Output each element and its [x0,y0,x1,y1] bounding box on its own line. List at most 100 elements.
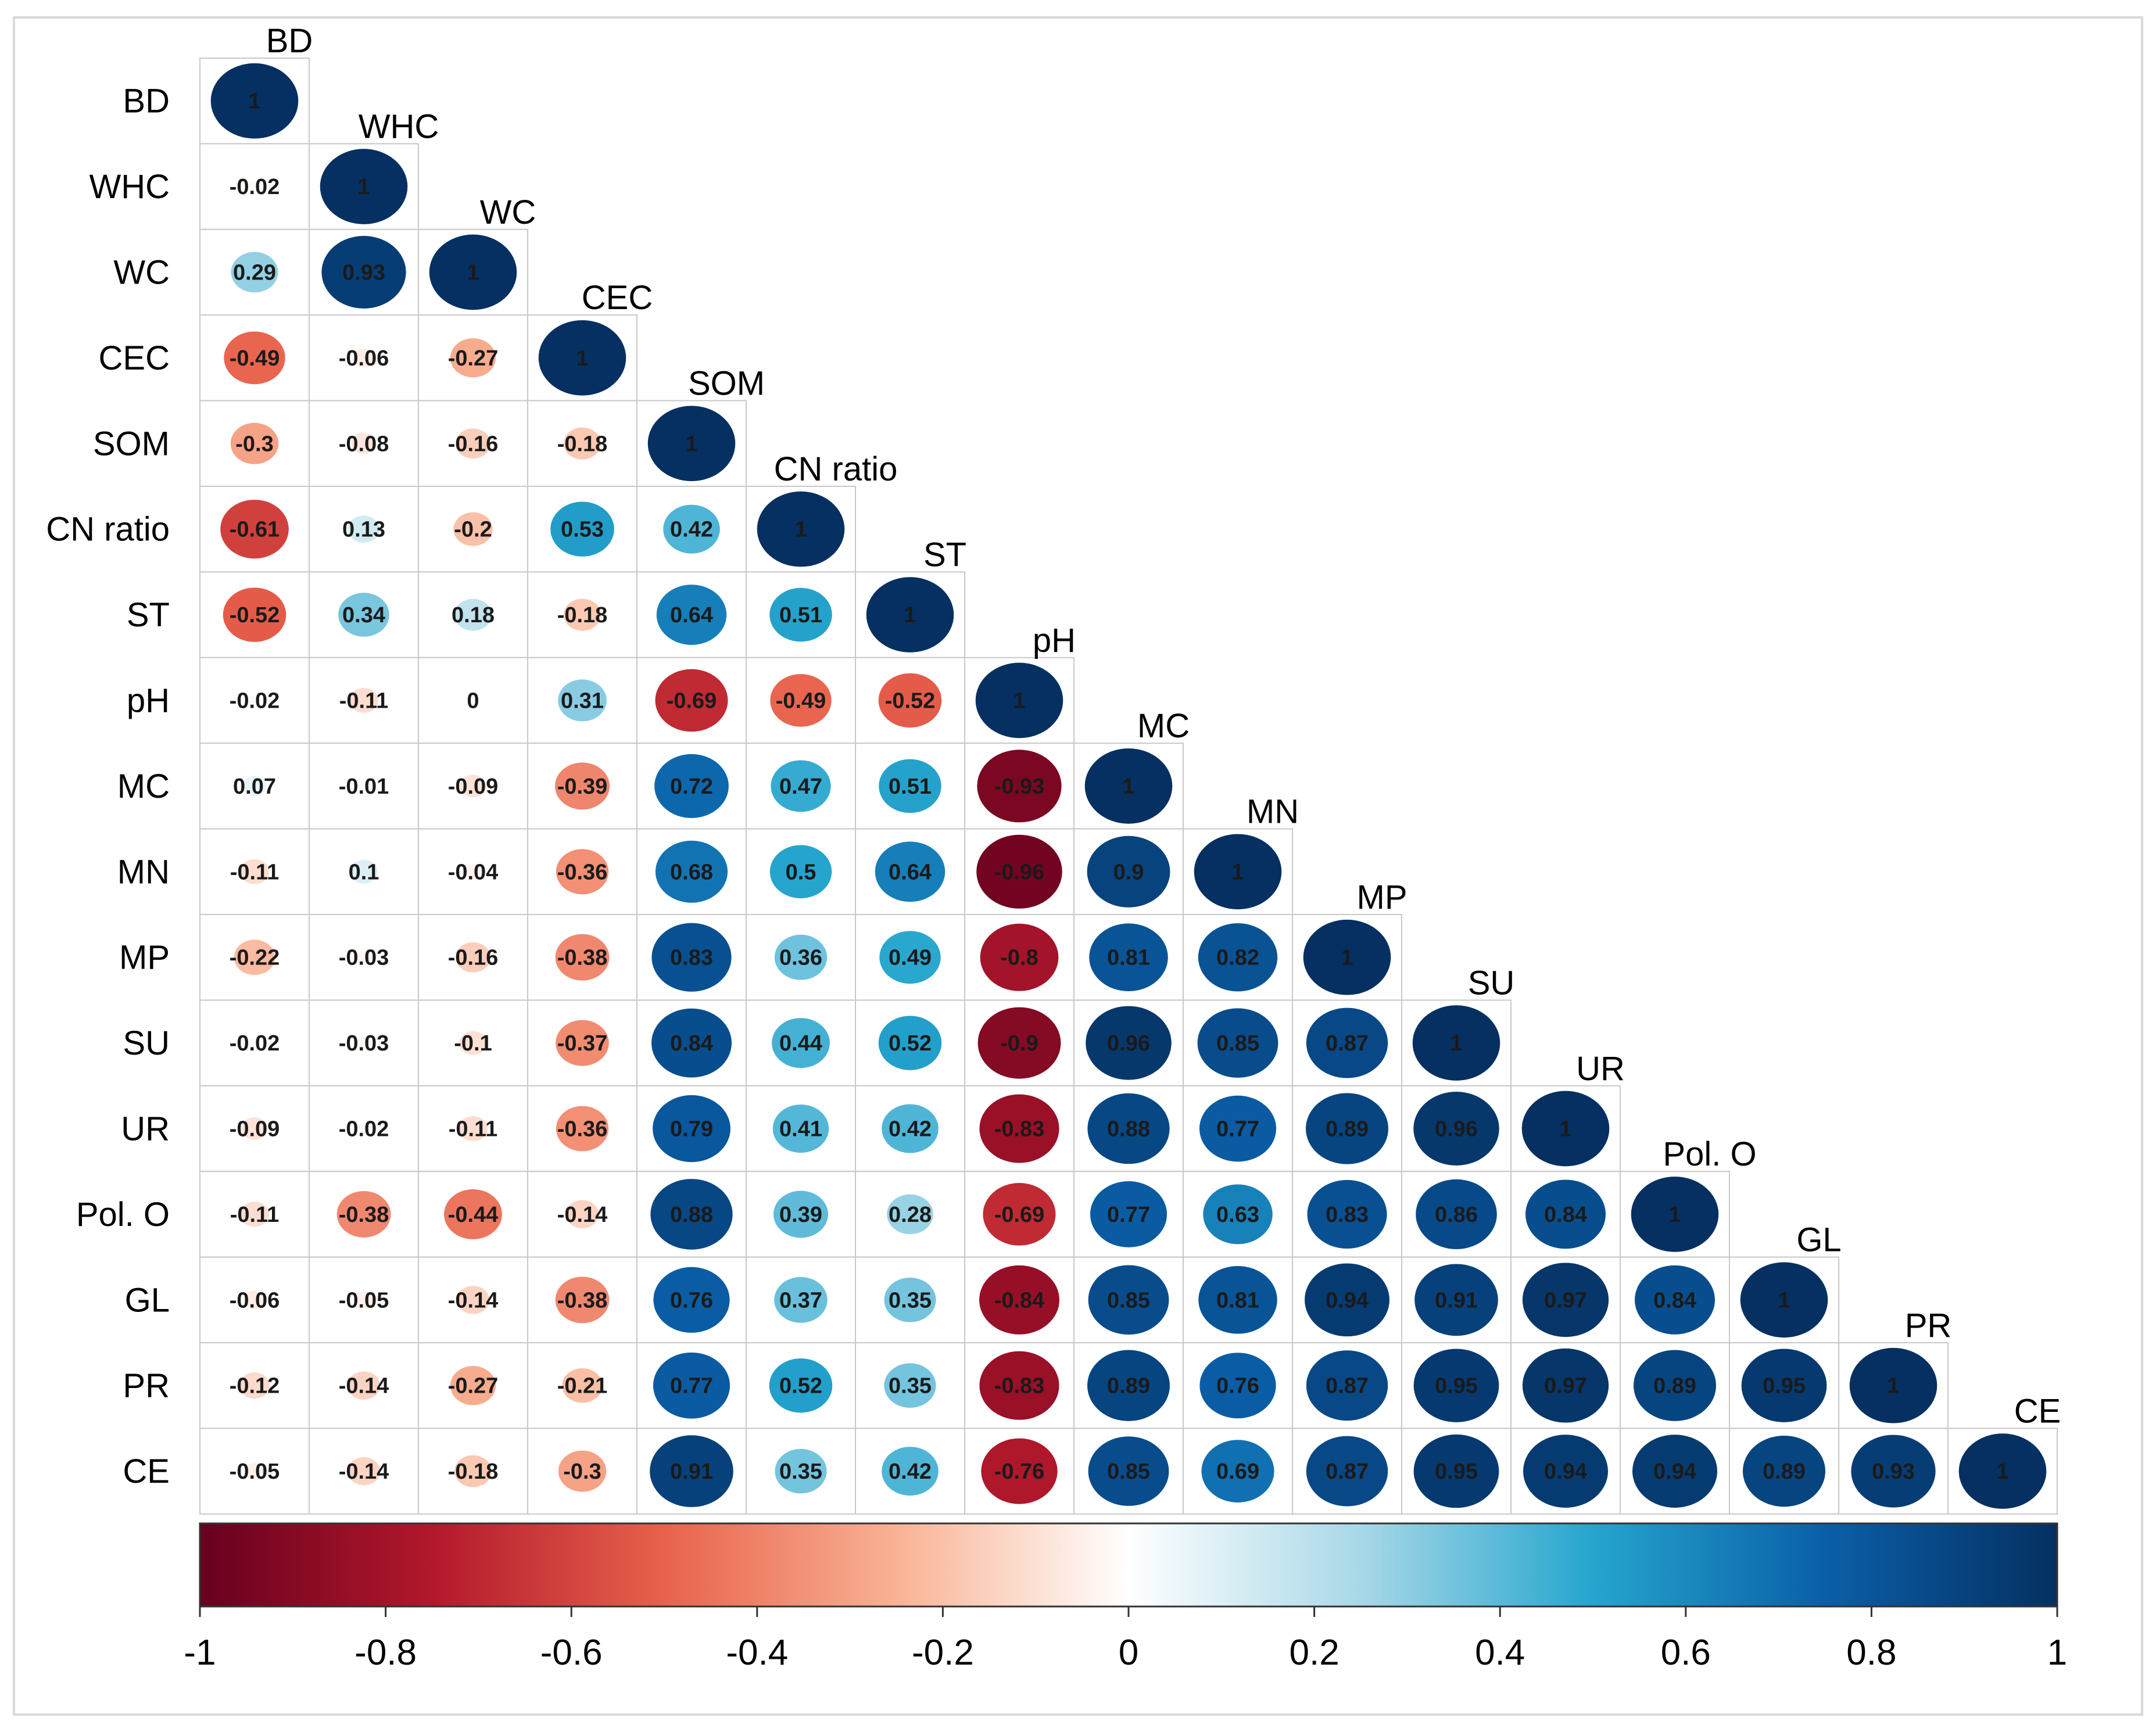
cell-st-st: 1 [855,571,965,658]
correlation-value-label: 1 [685,432,697,456]
correlation-value-label: -0.1 [454,1031,492,1056]
row-label-mn: MN [117,853,170,891]
correlation-circle [1306,1007,1388,1078]
correlation-value-label: -0.27 [448,346,499,371]
cell-pol-o-ph: -0.69 [964,1171,1075,1258]
correlation-value-label: -0.14 [448,1288,499,1313]
correlation-circle [651,1008,732,1078]
cell-ce-cn-ratio: 0.35 [746,1428,856,1515]
correlation-value-label: -0.11 [339,689,389,713]
correlation-circle [1087,835,1170,908]
correlation-value-label: 0.85 [1107,1460,1150,1484]
cell-gl-wc: -0.14 [418,1256,528,1344]
correlation-value-label: -0.03 [339,946,389,970]
correlation-circle [884,1363,936,1408]
correlation-circle [654,754,729,818]
cell-ph-wc: 0 [418,657,528,744]
cell-som-wc: -0.16 [418,400,528,487]
correlation-circle [983,1183,1056,1246]
correlation-circle [455,942,491,973]
cell-ur-bd: -0.09 [199,1085,310,1172]
correlation-value-label: 0.89 [1763,1460,1806,1484]
correlation-value-label: 0.51 [779,603,822,627]
cell-mc-whc: -0.01 [309,743,419,830]
row-label-mp: MP [119,939,170,977]
correlation-circle [977,750,1062,823]
correlation-circle [350,859,378,884]
correlation-value-label: 0.35 [779,1460,822,1484]
cell-cec-bd: -0.49 [199,314,310,401]
cell-st-bd: -0.52 [199,571,310,658]
correlation-circle [230,422,279,464]
cell-pr-wc: -0.27 [418,1342,528,1429]
correlation-circle [564,598,601,631]
cell-pr-cn-ratio: 0.52 [746,1342,856,1429]
cell-su-som: 0.84 [636,999,747,1086]
colorbar-tick-label: 0 [1119,1633,1138,1673]
correlation-circle [565,1200,599,1229]
correlation-circle [651,923,732,992]
correlation-circle [220,500,289,559]
column-label-ur: UR [1576,1050,1625,1088]
correlation-circle [1849,1347,1937,1423]
cell-pol-o-whc: -0.38 [309,1171,419,1258]
cell-wc-whc: 0.93 [309,228,419,316]
cell-ph-som: -0.69 [636,657,747,744]
correlation-value-label: 0.52 [889,1031,932,1056]
correlation-circle [1088,1436,1169,1506]
cell-bd-bd: 1 [199,58,310,145]
correlation-value-label: -0.36 [557,1117,608,1142]
cell-pr-mc: 0.89 [1073,1342,1184,1429]
cell-ur-su: 0.96 [1401,1085,1512,1172]
cell-border [527,571,638,658]
correlation-value-label: -0.38 [557,1288,608,1313]
correlation-circle [1413,1434,1499,1508]
cell-ce-cec: -0.3 [527,1428,638,1515]
cell-ce-ph: -0.76 [964,1428,1075,1515]
cell-border [418,657,528,744]
correlation-value-label: 0.76 [670,1288,713,1313]
correlation-circle [210,63,299,139]
correlation-circle [1851,1435,1936,1508]
correlation-value-label: -0.03 [339,1031,389,1056]
cell-mc-cn-ratio: 0.47 [746,743,856,830]
correlation-value-label: -0.18 [557,603,608,627]
correlation-circle [320,149,408,224]
row-label-ce: CE [123,1453,170,1490]
correlation-value-label: 0.83 [1326,1203,1369,1227]
column-label-ph: pH [1033,622,1076,659]
correlation-circle [450,1366,496,1405]
correlation-value-label: -0.2 [454,518,492,542]
cell-mp-mp: 1 [1292,914,1402,1001]
correlation-circle [1742,1435,1826,1507]
row-label-mc: MC [117,768,170,805]
correlation-circle [875,841,946,902]
row-label-pr: PR [123,1367,170,1405]
colorbar-tick-label: 0.6 [1661,1633,1711,1673]
correlation-circle [1305,1093,1389,1164]
correlation-value-label: -0.69 [994,1203,1045,1227]
correlation-value-label: -0.12 [230,1374,280,1398]
correlation-value-label: -0.08 [339,432,389,456]
correlation-circle [878,1016,942,1070]
correlation-value-label: 0.85 [1216,1031,1259,1056]
correlation-circle [979,1094,1059,1163]
column-label-cec: CEC [582,279,653,317]
cell-pr-mn: 0.76 [1183,1342,1293,1429]
correlation-circle [564,427,601,460]
correlation-value-label: -0.02 [230,175,280,199]
row-label-cn-ratio: CN ratio [46,511,170,548]
correlation-value-label: 0.77 [670,1374,713,1398]
correlation-value-label: 0.79 [670,1117,713,1142]
cell-ce-whc: -0.14 [309,1428,419,1515]
correlation-value-label: 1 [357,175,370,199]
correlation-circle [1305,1263,1389,1337]
correlation-value-label: 0.64 [889,860,932,884]
column-label-bd: BD [266,22,313,60]
correlation-circle [223,587,286,642]
cell-ph-ph: 1 [964,657,1075,744]
correlation-value-label: -0.11 [230,860,280,884]
cell-mc-som: 0.72 [636,743,747,830]
correlation-circle [556,849,609,895]
correlation-circle [1413,1091,1499,1166]
